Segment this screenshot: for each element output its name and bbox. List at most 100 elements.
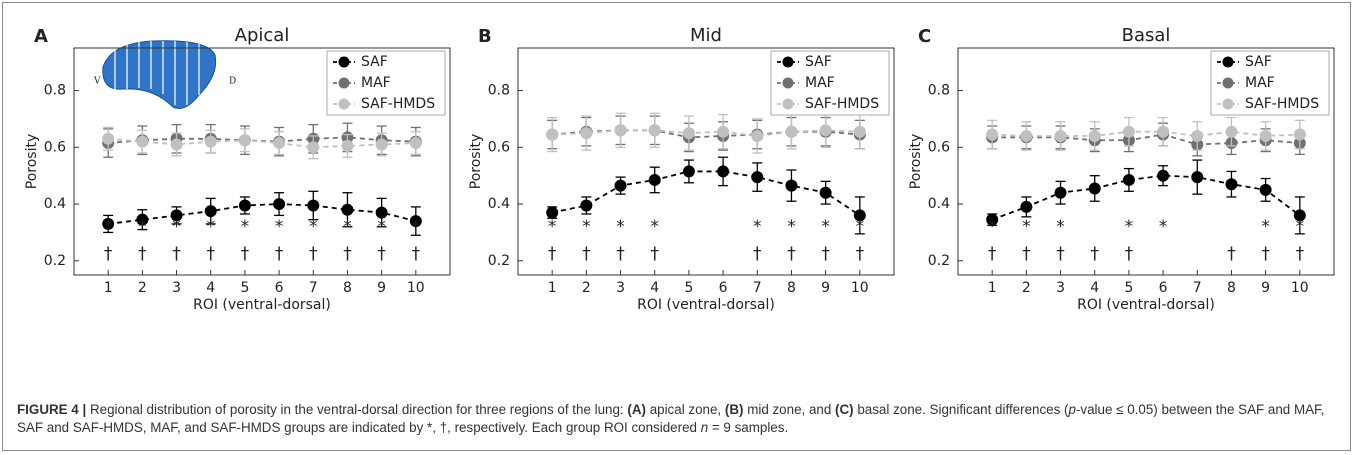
x-tick-label: 5 [240, 280, 249, 296]
x-tick-label: 8 [787, 280, 796, 296]
significance-mark: † [172, 244, 181, 264]
y-tick-label: 0.4 [44, 196, 66, 212]
x-tick-label: 9 [821, 280, 830, 296]
significance-mark: † [1125, 244, 1134, 264]
significance-mark: † [582, 244, 591, 264]
marker [648, 173, 661, 186]
marker [273, 198, 286, 211]
y-tick-label: 0.2 [488, 253, 510, 269]
x-tick-label: 2 [582, 280, 591, 296]
y-tick-label: 0.2 [44, 253, 66, 269]
panel-label: C [918, 26, 931, 47]
caption: FIGURE 4 | Regional distribution of poro… [17, 401, 1337, 437]
x-axis-label: ROI (ventral-dorsal) [193, 297, 331, 313]
series-line [552, 129, 860, 139]
x-tick-label: 1 [104, 280, 113, 296]
marker [853, 125, 866, 138]
significance-mark: † [1227, 244, 1236, 264]
plot-frame [957, 47, 1335, 276]
significance-mark: † [988, 244, 997, 264]
significance-mark: * [206, 217, 215, 237]
marker [307, 199, 320, 212]
x-tick-label: 5 [684, 280, 693, 296]
marker [1020, 129, 1033, 142]
marker [136, 135, 149, 148]
significance-mark: † [377, 244, 386, 264]
caption-segment: -value ≤ 0.05) between the SAF and MAF, … [17, 402, 1325, 435]
y-tick-label: 0.2 [928, 253, 950, 269]
marker [614, 179, 627, 192]
marker [1054, 129, 1067, 142]
marker [1225, 178, 1238, 191]
x-tick-label: 9 [1261, 280, 1270, 296]
significance-mark: † [753, 244, 762, 264]
series-line [552, 129, 860, 137]
series-line [992, 133, 1300, 146]
significance-mark: * [548, 217, 557, 237]
marker [1020, 200, 1033, 213]
legend-label: MAF [1245, 75, 1275, 91]
series-line [992, 130, 1300, 137]
x-tick-label: 8 [343, 280, 352, 296]
significance-mark: * [988, 217, 997, 237]
caption-segment: apical zone, [645, 402, 725, 417]
panel-label: B [478, 26, 492, 47]
legend-swatch [338, 56, 350, 68]
marker [409, 137, 422, 150]
x-tick-label: 6 [275, 280, 284, 296]
caption-segment: (B) [724, 402, 744, 417]
marker [580, 127, 593, 140]
x-axis-label: ROI (ventral-dorsal) [637, 297, 775, 313]
legend-label: SAF [805, 54, 832, 70]
legend-swatch [782, 77, 794, 89]
significance-mark: † [309, 244, 318, 264]
marker [1293, 128, 1306, 141]
x-tick-label: 4 [206, 280, 215, 296]
marker [409, 215, 422, 228]
caption-segment: Regional distribution of porosity in the… [86, 402, 628, 417]
legend-label: SAF-HMDS [361, 96, 435, 112]
significance-mark: * [856, 217, 865, 237]
legend-swatch [782, 98, 794, 110]
significance-mark: † [412, 244, 421, 264]
marker [717, 165, 730, 178]
y-tick-label: 0.6 [488, 139, 510, 155]
marker [375, 138, 388, 151]
marker [1122, 173, 1135, 186]
marker [238, 134, 251, 147]
legend-swatch [1222, 56, 1234, 68]
significance-mark: * [616, 217, 625, 237]
legend-label: SAF-HMDS [805, 96, 879, 112]
marker [1088, 182, 1101, 195]
significance-mark: * [138, 217, 147, 237]
panel-label: A [34, 26, 48, 47]
significance-mark: † [787, 244, 796, 264]
legend-swatch [782, 56, 794, 68]
significance-mark: † [241, 244, 250, 264]
x-axis-label: ROI (ventral-dorsal) [1077, 297, 1215, 313]
significance-mark: † [548, 244, 557, 264]
series-line [108, 137, 416, 149]
significance-mark: † [275, 244, 284, 264]
y-axis-label: Porosity [24, 134, 40, 189]
marker [1259, 129, 1272, 142]
series-line [108, 203, 417, 225]
marker [204, 205, 217, 218]
x-tick-label: 9 [377, 280, 386, 296]
significance-mark: * [650, 217, 659, 237]
marker [717, 125, 730, 138]
x-tick-label: 10 [407, 280, 425, 296]
marker [751, 171, 764, 184]
significance-mark: * [787, 217, 796, 237]
significance-mark: * [1056, 217, 1065, 237]
marker [307, 141, 320, 154]
legend-label: MAF [361, 75, 391, 91]
marker [819, 186, 832, 199]
significance-mark: † [856, 244, 865, 264]
x-tick-label: 2 [138, 280, 147, 296]
y-axis-label: Porosity [908, 134, 924, 189]
significance-mark: † [1022, 244, 1031, 264]
x-tick-label: 3 [1056, 280, 1065, 296]
marker [785, 125, 798, 138]
